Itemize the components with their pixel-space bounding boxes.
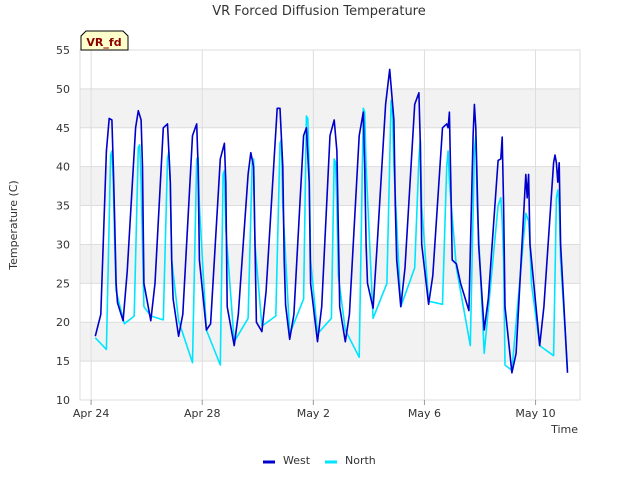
- plot-band: [80, 322, 580, 362]
- y-tick-label: 15: [56, 355, 70, 368]
- y-axis-label: Temperature (C): [7, 180, 20, 270]
- x-axis-ticks: Apr 24 Apr 28 May 2 May 6 May 10: [73, 400, 556, 420]
- x-axis-label: Time: [550, 423, 578, 436]
- site-badge: VR_fd: [80, 30, 129, 51]
- y-tick-label: 35: [56, 200, 70, 213]
- badge-label: VR_fd: [86, 36, 121, 49]
- y-tick-label: 45: [56, 122, 70, 135]
- plot-band: [80, 244, 580, 284]
- y-axis-ticks: 10 15 20 25 30 35 40 45 50 55: [56, 44, 70, 407]
- plot-band: [80, 88, 580, 128]
- legend-label-west: West: [283, 454, 311, 467]
- y-tick-label: 20: [56, 316, 70, 329]
- x-tick-label: May 6: [408, 407, 441, 420]
- y-tick-label: 55: [56, 44, 70, 57]
- y-tick-label: 25: [56, 277, 70, 290]
- y-tick-label: 30: [56, 238, 70, 251]
- plot-frame: [79, 49, 581, 401]
- series-line-north: [94, 99, 569, 372]
- series-lines: [94, 68, 569, 374]
- plot-band: [80, 361, 580, 400]
- x-tick-label: May 10: [515, 407, 555, 420]
- x-tick-label: May 2: [297, 407, 330, 420]
- plot-band: [80, 50, 580, 89]
- y-tick-label: 10: [56, 394, 70, 407]
- x-tick-label: Apr 24: [73, 407, 110, 420]
- plot-band: [80, 205, 580, 245]
- x-tick-label: Apr 28: [184, 407, 221, 420]
- plot-band: [80, 166, 580, 206]
- series-line-west: [94, 68, 569, 374]
- legend: West North: [263, 454, 376, 467]
- y-tick-label: 40: [56, 161, 70, 174]
- y-tick-label: 50: [56, 83, 70, 96]
- legend-label-north: North: [345, 454, 376, 467]
- chart-title: VR Forced Diffusion Temperature: [212, 4, 426, 19]
